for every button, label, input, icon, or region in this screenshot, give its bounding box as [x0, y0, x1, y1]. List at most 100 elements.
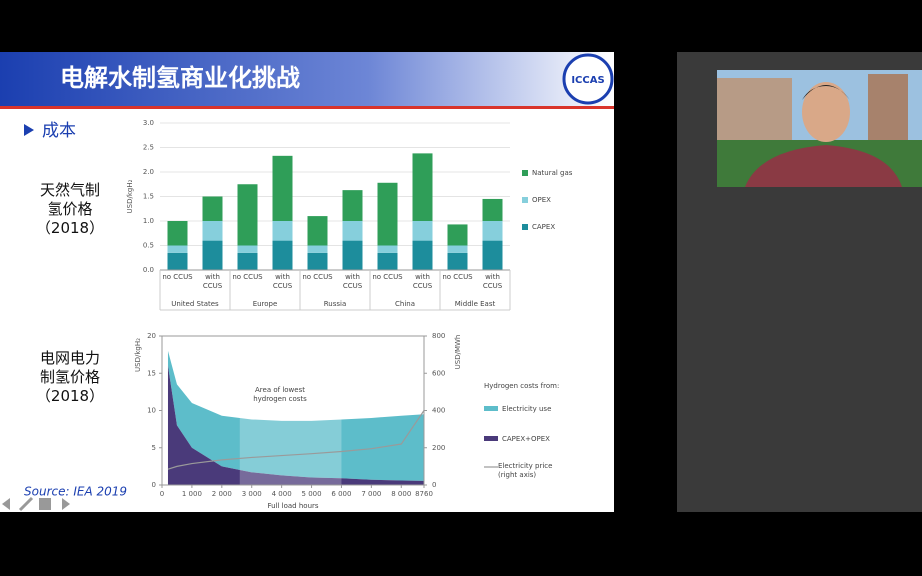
y2-tick-label: 800 — [432, 332, 445, 340]
legend-swatch — [522, 197, 528, 203]
legend-label: OPEX — [532, 196, 551, 204]
x-tick-label: 8760 — [415, 490, 433, 498]
legend-swatch — [484, 436, 498, 441]
legend-swatch — [484, 406, 498, 411]
bar-segment — [482, 198, 503, 221]
y-tick-label: 3.0 — [143, 119, 154, 127]
legend-swatch — [522, 170, 528, 176]
group-label: Russia — [323, 300, 347, 308]
prev-icon[interactable] — [2, 498, 10, 510]
webcam — [717, 70, 922, 187]
y2-axis-label: USD/MWh — [454, 335, 462, 370]
group-label: China — [395, 300, 415, 308]
x-tick-label: no CCUS — [442, 273, 473, 281]
x-tick-label: with CCUS — [342, 273, 363, 290]
bar-segment — [342, 240, 363, 270]
bar-segment — [237, 252, 258, 270]
x-tick-label: 6 000 — [331, 490, 351, 498]
y-tick-label: 0 — [152, 481, 156, 489]
y-tick-label: 2.5 — [143, 144, 154, 152]
bullet-arrow — [24, 124, 34, 136]
group-label: Europe — [252, 300, 278, 308]
label-line: 电网电力 — [40, 349, 100, 367]
bar-segment — [412, 240, 433, 270]
x-tick-label: 0 — [160, 490, 164, 498]
bar-segment — [307, 245, 328, 253]
x-tick-label: with CCUS — [482, 273, 503, 290]
bar-segment — [447, 245, 468, 253]
y2-tick-label: 600 — [432, 369, 445, 377]
bar-segment — [482, 240, 503, 270]
x-tick-label: no CCUS — [232, 273, 263, 281]
x-tick-label: 2 000 — [212, 490, 232, 498]
y-tick-label: 0.5 — [143, 242, 154, 250]
x-tick-label: no CCUS — [162, 273, 193, 281]
legend-label: CAPEX+OPEX — [502, 435, 550, 443]
pen-icon[interactable] — [18, 496, 34, 512]
label-2: 电网电力制氢价格（2018） — [36, 349, 104, 405]
source: Source: IEA 2019 — [24, 485, 127, 499]
logo-text: ICCAS — [571, 75, 604, 86]
y-tick-label: 2.0 — [143, 168, 154, 176]
bar-segment — [342, 190, 363, 221]
y2-tick-label: 200 — [432, 444, 445, 452]
bar-segment — [272, 221, 293, 241]
bar-segment — [377, 252, 398, 270]
bar-segment — [447, 224, 468, 246]
x-tick-label: 5 000 — [302, 490, 322, 498]
label-line: 天然气制 — [40, 181, 100, 199]
label-line: （2018） — [36, 219, 104, 237]
bar-segment — [412, 221, 433, 241]
annotation: Area of lowest hydrogen costs — [253, 386, 307, 403]
title-underline — [0, 106, 614, 109]
x-axis-label: Full load hours — [267, 502, 318, 510]
bar-segment — [237, 184, 258, 246]
bar-segment — [412, 153, 433, 221]
bar-segment — [342, 221, 363, 241]
y-tick-label: 0.0 — [143, 266, 154, 274]
group-label: Middle East — [454, 300, 496, 308]
area-capex-opex — [167, 365, 424, 485]
bar-segment — [202, 196, 223, 221]
nav-icons[interactable] — [2, 496, 70, 512]
hair — [802, 85, 850, 100]
bar-segment — [167, 252, 188, 270]
legend-label: Electricity use — [502, 405, 551, 413]
bar-segment — [202, 221, 223, 241]
y2-tick-label: 0 — [432, 481, 436, 489]
y-tick-label: 15 — [147, 369, 156, 377]
legend-label: Natural gas — [532, 169, 573, 177]
next-icon[interactable] — [62, 498, 70, 510]
y-tick-label: 1.0 — [143, 217, 154, 225]
bar-segment — [377, 245, 398, 253]
line-price — [167, 410, 425, 470]
bar-segment — [377, 182, 398, 246]
label-line: （2018） — [36, 387, 104, 405]
y-axis-label: USD/kgH₂ — [134, 338, 142, 372]
label-1: 天然气制氢价格（2018） — [36, 181, 104, 237]
x-tick-label: 3 000 — [242, 490, 262, 498]
y-tick-label: 10 — [147, 407, 156, 415]
y-tick-label: 1.5 — [143, 193, 154, 201]
bar-segment — [167, 221, 188, 246]
bar-segment — [272, 155, 293, 221]
face — [802, 82, 850, 142]
x-tick-label: 1 000 — [182, 490, 202, 498]
x-tick-label: no CCUS — [302, 273, 333, 281]
area-electricity — [167, 350, 424, 481]
lowest-cost-band — [239, 336, 342, 485]
bar-segment — [307, 216, 328, 246]
x-tick-label: with CCUS — [272, 273, 293, 290]
bar-segment — [272, 240, 293, 270]
label-line: 制氢价格 — [40, 368, 100, 386]
bar-segment — [167, 245, 188, 253]
x-tick-label: 4 000 — [272, 490, 292, 498]
group-label: United States — [171, 300, 219, 308]
x-tick-label: with CCUS — [202, 273, 223, 290]
bar-segment — [202, 240, 223, 270]
menu-icon[interactable] — [39, 498, 51, 510]
bar-segment — [447, 252, 468, 270]
label-line: 氢价格 — [47, 200, 92, 218]
